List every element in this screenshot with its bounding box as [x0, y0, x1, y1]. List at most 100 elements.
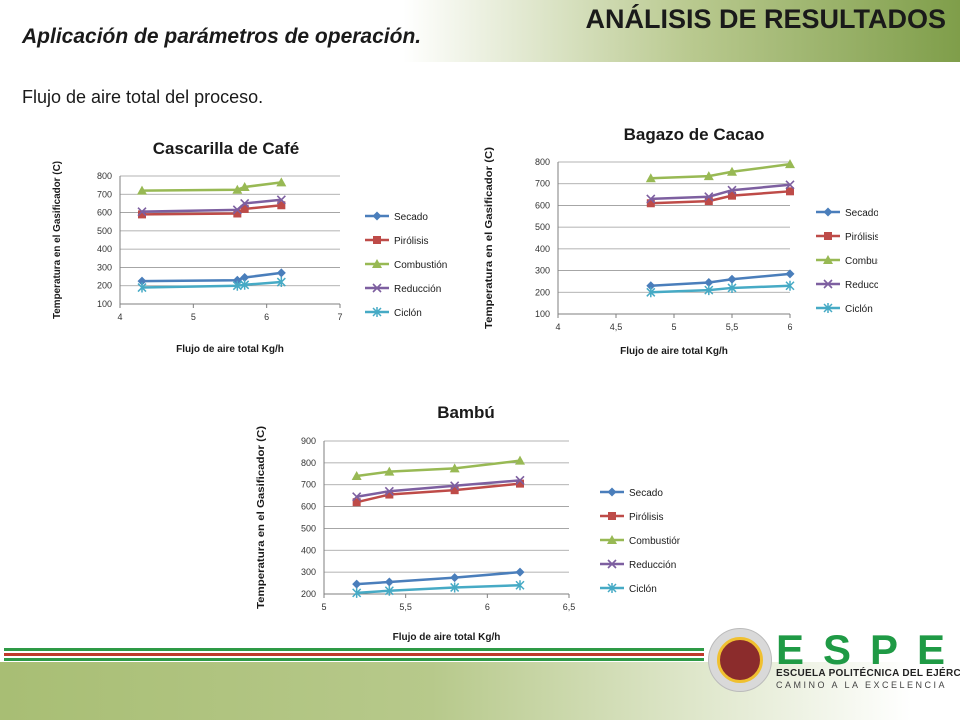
- y-tick-label: 300: [97, 262, 112, 272]
- y-tick-label: 300: [535, 266, 550, 276]
- series-line-3: [650, 183, 791, 201]
- y-axis-title: Temperatura en el Gasificador (C): [484, 147, 495, 329]
- data-point: [384, 585, 394, 596]
- series-line-0: [356, 570, 521, 586]
- legend-marker: [607, 583, 617, 593]
- section-subtitle: Aplicación de parámetros de operación.: [22, 25, 422, 48]
- legend-marker: [823, 207, 833, 217]
- data-point: [449, 463, 460, 473]
- legend-label: Ciclón: [629, 584, 657, 595]
- data-point: [276, 277, 286, 288]
- x-tick-label: 5: [671, 322, 676, 332]
- y-tick-label: 300: [301, 567, 316, 577]
- x-tick-label: 4: [117, 312, 122, 322]
- x-tick-label: 7: [337, 312, 342, 322]
- y-tick-label: 600: [535, 200, 550, 210]
- data-point: [450, 582, 460, 593]
- data-point: [645, 173, 656, 183]
- data-point: [515, 455, 525, 465]
- series-line-0: [141, 271, 282, 283]
- y-tick-label: 400: [535, 244, 550, 254]
- data-point: [786, 187, 794, 196]
- data-point: [137, 207, 147, 217]
- data-point: [785, 180, 795, 190]
- series-line-0: [650, 272, 791, 288]
- y-tick-label: 800: [301, 458, 316, 468]
- data-point: [703, 171, 714, 181]
- data-point: [239, 181, 250, 191]
- data-point: [450, 573, 460, 583]
- y-tick-label: 400: [97, 244, 112, 254]
- x-tick-label: 5,5: [726, 322, 739, 332]
- espe-logo: ESPE ESCUELA POLITÉCNICA DEL EJÉRCITO CA…: [708, 626, 960, 692]
- y-tick-label: 600: [97, 208, 112, 218]
- data-point: [785, 269, 795, 279]
- legend-label: Secado: [394, 212, 428, 223]
- data-point: [352, 579, 362, 589]
- data-point: [646, 194, 656, 204]
- data-point: [233, 209, 242, 218]
- y-tick-label: 200: [535, 287, 550, 297]
- legend-label: Secado: [629, 488, 663, 499]
- data-point: [727, 282, 737, 293]
- series-line-2: [356, 459, 521, 478]
- data-point: [385, 490, 394, 499]
- legend-marker: [372, 259, 382, 268]
- y-tick-label: 100: [97, 299, 112, 309]
- legend-marker: [372, 283, 382, 293]
- series-line-4: [356, 584, 521, 595]
- legend-label: Ciclón: [845, 304, 873, 315]
- series-line-4: [650, 284, 791, 294]
- y-axis-title: Temperatura en el Gasificador (C): [52, 161, 63, 319]
- stripe-green-2: [4, 658, 704, 661]
- data-point: [276, 268, 286, 278]
- data-point: [352, 498, 361, 507]
- data-point: [704, 278, 714, 288]
- y-tick-label: 200: [97, 281, 112, 291]
- stripe-green: [4, 648, 704, 651]
- x-tick-label: 6: [787, 322, 792, 332]
- data-point: [352, 492, 362, 502]
- data-point: [450, 486, 459, 495]
- legend-marker: [373, 236, 381, 244]
- data-point: [232, 280, 242, 291]
- chart-title: Cascarilla de Café: [153, 139, 299, 158]
- x-tick-label: 6: [264, 312, 269, 322]
- y-tick-label: 800: [535, 157, 550, 167]
- chart-bagazo-de-cacao: Bagazo de Cacao 100 200 300 400 500 600 700 800 4…: [484, 125, 878, 357]
- legend-marker: [823, 279, 833, 289]
- legend-marker: [823, 303, 833, 313]
- legend-marker: [823, 255, 833, 264]
- chart-title: Bagazo de Cacao: [624, 125, 765, 144]
- legend-label: Combustión: [629, 536, 680, 547]
- series-line-1: [356, 482, 521, 504]
- legend-marker: [607, 559, 617, 569]
- legend-label: Reducción: [394, 284, 441, 295]
- legend-marker: [607, 487, 617, 497]
- data-point: [137, 185, 147, 195]
- legend-marker: [372, 307, 382, 317]
- logo-wordmark: ESPE: [776, 626, 960, 673]
- legend-label: Pirólisis: [845, 232, 878, 243]
- x-tick-label: 5: [321, 602, 326, 612]
- legend-marker: [607, 535, 617, 544]
- y-tick-label: 900: [301, 436, 316, 446]
- series-line-2: [141, 181, 282, 192]
- series-line-2: [650, 162, 791, 180]
- data-point: [240, 198, 250, 208]
- data-point: [704, 285, 714, 296]
- data-point: [646, 287, 656, 298]
- data-point: [450, 481, 460, 491]
- legend-label: Ciclón: [394, 308, 422, 319]
- chart-title: Bambú: [437, 403, 495, 422]
- legend-label: Combustión: [394, 260, 447, 271]
- y-tick-label: 200: [301, 589, 316, 599]
- legend-marker: [608, 512, 616, 520]
- legend-label: Secado: [845, 208, 878, 219]
- logo-institution-name: ESCUELA POLITÉCNICA DEL EJÉRCITO: [776, 668, 960, 679]
- y-axis-title: Temperatura en el Gasificador (C): [256, 426, 267, 609]
- data-point: [240, 272, 250, 282]
- y-tick-label: 600: [301, 502, 316, 512]
- data-point: [727, 166, 737, 176]
- x-tick-label: 5,5: [399, 602, 412, 612]
